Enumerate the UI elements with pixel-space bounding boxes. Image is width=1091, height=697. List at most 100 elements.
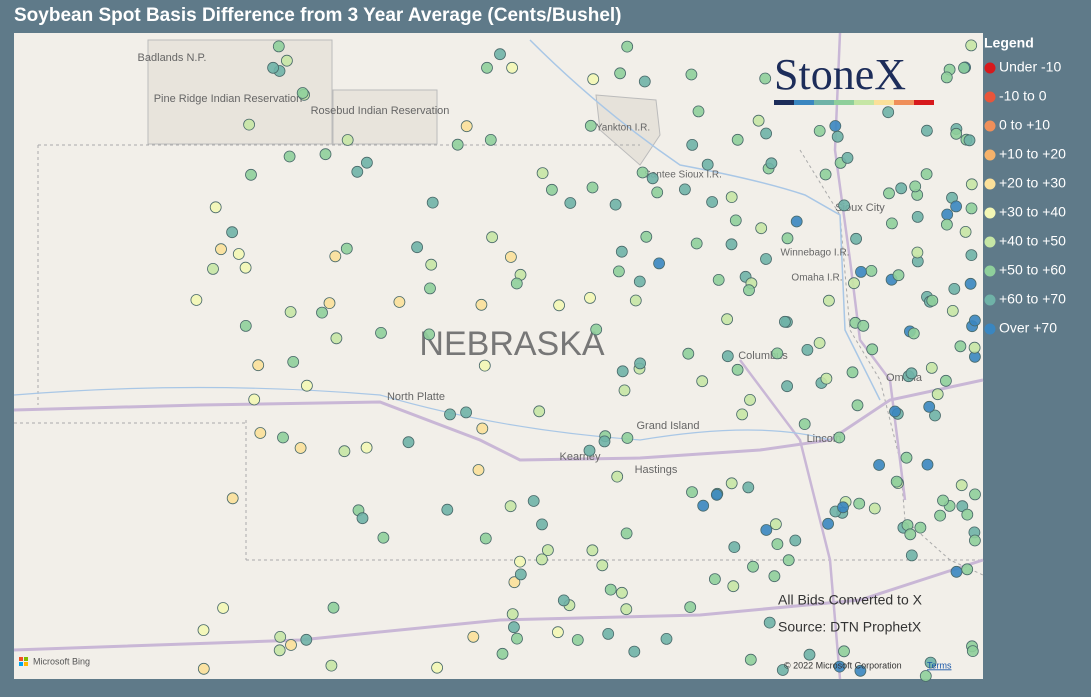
bid-point <box>277 431 289 444</box>
map-label: Hastings <box>635 464 678 476</box>
bid-point <box>771 538 784 550</box>
bid-point <box>829 120 842 132</box>
legend-swatch <box>984 62 996 74</box>
bid-point <box>197 662 210 675</box>
bid-point <box>697 499 710 512</box>
bid-point <box>883 187 895 200</box>
bid-point <box>621 40 634 53</box>
legend-title: Legend <box>984 35 1034 51</box>
bid-point <box>536 167 549 180</box>
bid-point <box>712 273 725 286</box>
brand-bar-segment <box>834 100 854 105</box>
bid-point <box>300 633 313 646</box>
bid-point <box>833 660 846 673</box>
bid-point <box>931 388 944 401</box>
bid-point <box>679 183 691 196</box>
brand-bar-segment <box>854 100 874 105</box>
bid-point <box>823 294 835 307</box>
bid-point <box>760 127 772 140</box>
bid-point <box>911 210 924 223</box>
bid-point <box>959 225 972 238</box>
bid-point <box>963 134 976 147</box>
bid-point <box>789 534 802 547</box>
bid-point <box>660 633 673 645</box>
bid-point <box>923 400 936 413</box>
bid-point <box>892 269 905 282</box>
bid-point <box>955 479 968 492</box>
bid-point <box>586 544 599 557</box>
title: Soybean Spot Basis Difference from 3 Yea… <box>14 5 622 26</box>
bid-point <box>360 156 373 169</box>
legend-swatch <box>984 120 996 132</box>
bid-point <box>296 87 309 99</box>
bid-point <box>280 54 293 67</box>
bid-point <box>838 645 850 658</box>
bid-point <box>646 172 659 185</box>
bid-point <box>731 133 744 146</box>
bid-point <box>685 68 698 81</box>
legend-swatch <box>984 294 996 306</box>
bid-point <box>968 341 981 354</box>
bid-point <box>925 361 938 374</box>
bid-point <box>725 477 738 490</box>
bid-point <box>272 40 285 53</box>
bid-point <box>803 648 816 661</box>
bid-point <box>284 306 297 318</box>
bid-point <box>895 182 908 195</box>
bid-point <box>341 134 354 146</box>
bid-point <box>934 509 946 522</box>
bid-point <box>467 630 480 643</box>
bid-point <box>848 277 860 290</box>
bid-point <box>426 196 439 209</box>
bid-point <box>721 313 733 326</box>
bid-point <box>616 586 628 599</box>
bid-point <box>966 645 979 657</box>
bid-point <box>813 337 826 349</box>
bid-point <box>904 528 917 541</box>
bid-point <box>478 359 491 372</box>
bid-point <box>294 442 307 454</box>
bid-point <box>752 114 765 127</box>
bid-point <box>243 118 256 131</box>
bid-point <box>338 445 351 458</box>
bid-point <box>583 444 596 457</box>
bid-point <box>651 186 664 199</box>
bid-point <box>833 431 846 444</box>
bid-point <box>841 151 854 164</box>
bid-point <box>950 200 962 213</box>
terms-link[interactable]: Terms <box>927 660 952 670</box>
bid-point <box>744 653 757 666</box>
bid-point <box>941 208 954 221</box>
bid-point <box>267 61 280 74</box>
bid-point <box>882 106 895 119</box>
map-label: North Platte <box>387 391 445 403</box>
brand-bar <box>774 100 934 105</box>
bid-point <box>628 645 641 658</box>
bid-point <box>590 323 603 336</box>
bid-point <box>273 644 286 657</box>
bid-point <box>905 367 918 380</box>
bid-point <box>846 366 859 379</box>
bid-point <box>706 196 718 208</box>
legend-label: +50 to +60 <box>999 262 1066 278</box>
bid-point <box>197 624 210 636</box>
bid-point <box>653 257 665 270</box>
bid-point <box>633 275 646 288</box>
bid-point <box>552 626 564 639</box>
bid-point <box>479 532 492 545</box>
brand-bar-segment <box>874 100 894 105</box>
bid-point <box>190 294 203 306</box>
bid-point <box>564 197 577 209</box>
bid-point <box>729 214 742 227</box>
bid-point <box>690 237 703 250</box>
bid-point <box>511 632 523 645</box>
bid-point <box>850 232 862 245</box>
bid-point <box>300 379 313 392</box>
bid-point <box>954 340 967 353</box>
bid-point <box>215 243 227 256</box>
state-label: NEBRASKA <box>419 325 604 363</box>
bid-point <box>620 603 633 616</box>
bid-point <box>873 459 885 471</box>
bid-point <box>287 355 300 368</box>
